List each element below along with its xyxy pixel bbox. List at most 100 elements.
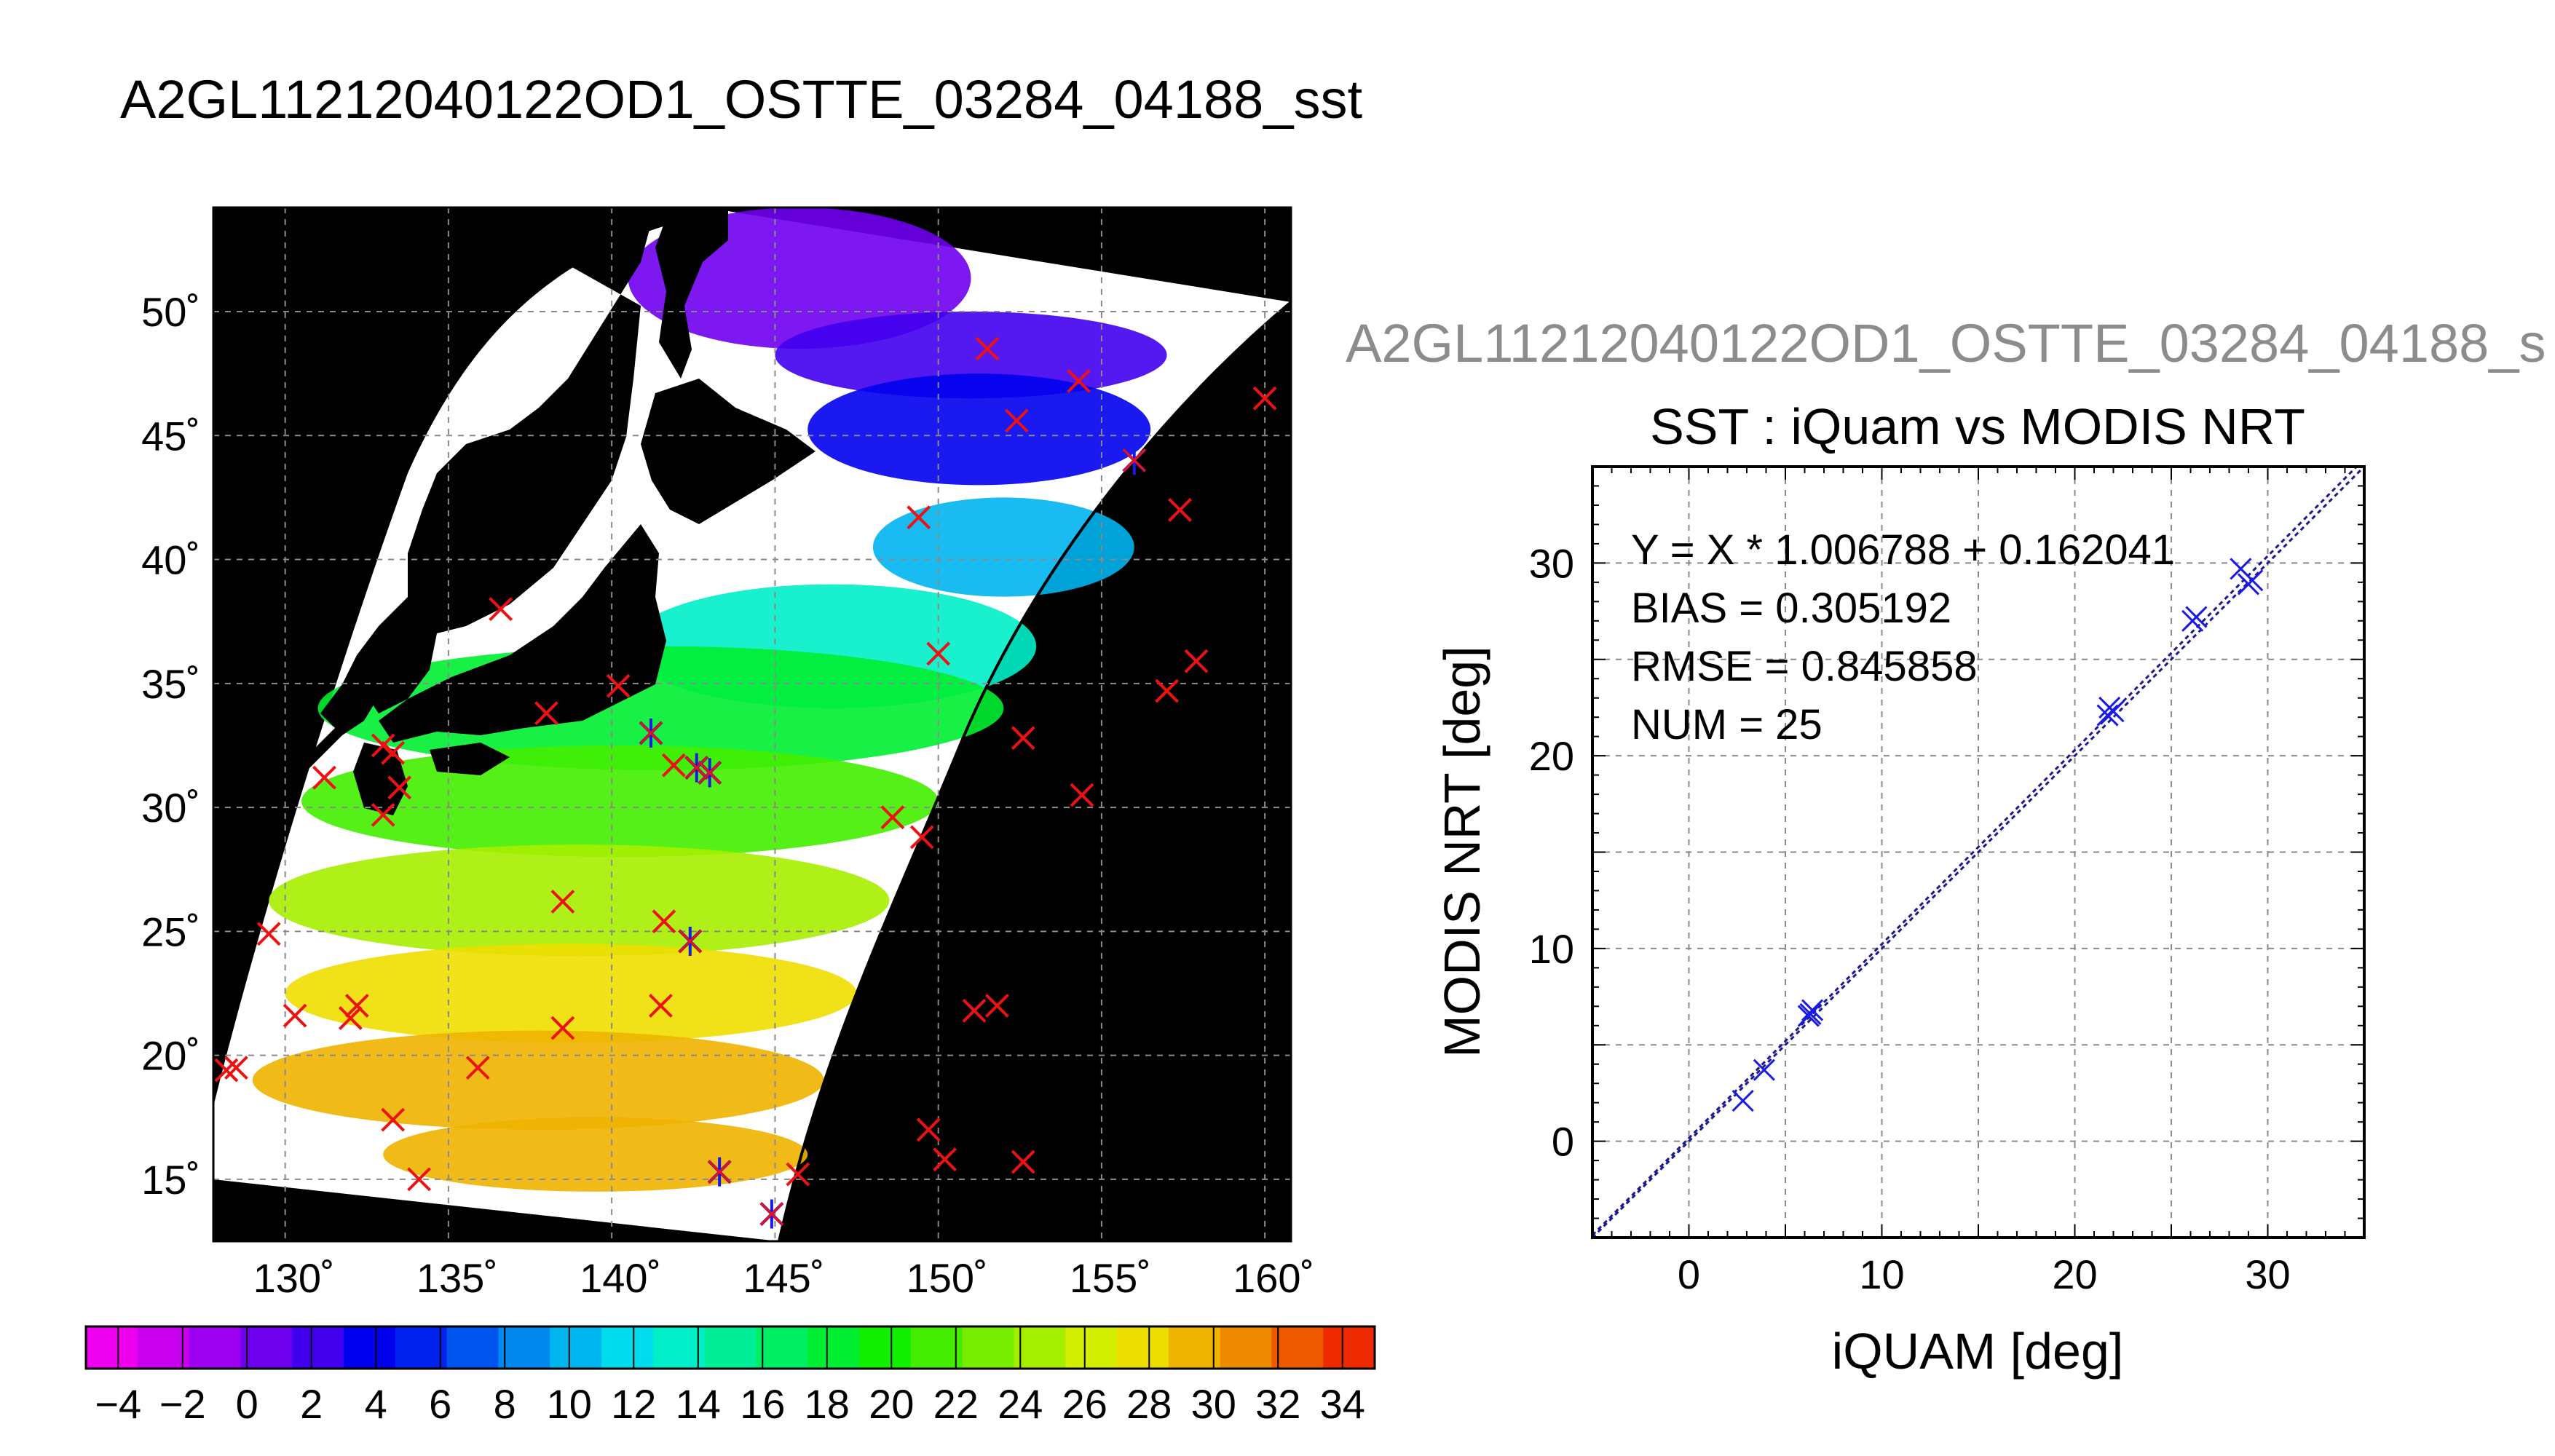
map-match-marker: [550, 890, 575, 914]
map-match-marker: [606, 673, 631, 698]
map-highlight-overlay: [759, 1202, 783, 1226]
scatter-y-tick-label: 10: [1529, 926, 1574, 972]
map-match-marker: [371, 802, 395, 827]
map-match-marker: [1168, 498, 1192, 522]
scatter-y-tick-label: 20: [1529, 733, 1574, 779]
map-lat-labels: 50˚ 45˚ 40˚ 35˚ 30˚ 25˚ 20˚ 15˚: [141, 289, 200, 1203]
scatter-grid: [1592, 467, 2364, 1238]
map-match-marker: [649, 994, 673, 1018]
land-masses: [291, 207, 816, 815]
scatter-stat-line: RMSE = 0.845858: [1631, 643, 1978, 690]
map-highlight-overlay: [708, 1160, 732, 1184]
colorbar-cell: [1323, 1326, 1375, 1369]
sst-region: [807, 373, 1151, 486]
map-match-marker: [1252, 386, 1277, 411]
colorbar-cell: [292, 1326, 344, 1369]
colorbar-cell: [240, 1326, 293, 1369]
map-match-marker: [1011, 726, 1035, 751]
colorbar-tick-label: −4: [95, 1381, 141, 1427]
map-frame: [212, 206, 1292, 1243]
map-match-marker: [984, 994, 1009, 1018]
colorbar-cell: [446, 1326, 499, 1369]
map-match-marker: [534, 701, 558, 726]
map-lon-label: 135˚: [416, 1255, 498, 1301]
map-match-marker: [381, 1107, 406, 1132]
colorbar-tick-label: 34: [1320, 1381, 1365, 1427]
map-lat-label: 15˚: [141, 1157, 200, 1203]
colorbar-tick-label: 0: [236, 1381, 258, 1427]
sst-region: [775, 312, 1167, 399]
main-title: A2GL11212040122OD1_OSTTE_03284_04188_sst: [120, 69, 1362, 130]
map-match-marker: [381, 740, 406, 765]
colorbar-cell: [395, 1326, 448, 1369]
scatter-point: [1799, 1002, 1822, 1025]
colorbar-tick-label: 30: [1191, 1381, 1236, 1427]
map-match-marker: [907, 505, 931, 530]
scatter-y-tick-label: 0: [1552, 1119, 1574, 1165]
colorbar-cell: [601, 1326, 654, 1369]
map-lon-label: 130˚: [253, 1255, 335, 1301]
colorbar-cell: [344, 1326, 396, 1369]
map-match-marker: [962, 998, 987, 1023]
map-match-marker: [214, 1058, 239, 1083]
map-match-marker: [465, 1056, 490, 1080]
colorbar-tick-label: 22: [933, 1381, 979, 1427]
land-sakhalin: [655, 207, 728, 379]
colorbar-tick-label: 26: [1062, 1381, 1107, 1427]
map-match-marker: [786, 1162, 810, 1187]
colorbar-cell: [704, 1326, 757, 1369]
colorbar-cell: [859, 1326, 912, 1369]
scatter-xlabel: iQUAM [deg]: [1832, 1323, 2124, 1380]
map-match-marker: [407, 1167, 431, 1192]
colorbar-cell: [652, 1326, 706, 1369]
map-lon-label: 145˚: [743, 1255, 824, 1301]
map-match-marker: [550, 1016, 575, 1040]
colorbar-tick-label: 32: [1255, 1381, 1300, 1427]
land-hokkaido: [641, 379, 816, 524]
map-match-marker: [371, 733, 395, 758]
colorbar-cell: [86, 1326, 138, 1369]
scatter-point: [1731, 1089, 1754, 1112]
colorbar-tick-label: 24: [998, 1381, 1043, 1427]
colorbar-cell: [189, 1326, 241, 1369]
map-lat-label: 25˚: [141, 909, 200, 954]
colorbar-tick-label: −2: [159, 1381, 206, 1427]
map-match-marker: [283, 1003, 307, 1028]
colorbar-tick-label: 10: [547, 1381, 592, 1427]
map-match-marker: [1155, 678, 1179, 703]
colorbar: −4 −2 0 2 4 6 8 10 12 14 16 18 20 22 24 26 28 30 32 34: [84, 1325, 1376, 1427]
scatter-point: [2096, 704, 2119, 727]
scatter-stat-line: NUM = 25: [1631, 701, 1823, 748]
land-shikoku: [430, 743, 510, 775]
colorbar-tick-label: 8: [494, 1381, 516, 1427]
land-kyushu: [353, 743, 408, 815]
colorbar-tick-label: 12: [611, 1381, 656, 1427]
map-highlight-overlay: [1122, 448, 1146, 472]
colorbar-cell: [807, 1326, 860, 1369]
scatter-point: [2241, 569, 2264, 592]
map-match-marker: [880, 805, 905, 830]
scatter-point: [1753, 1059, 1775, 1081]
map-lon-label: 140˚: [580, 1255, 661, 1301]
colorbar-tick-label: 6: [429, 1381, 451, 1427]
map-match-marker: [1004, 408, 1029, 433]
scatter-stat-line: Y = X * 1.006788 + 0.162041: [1631, 526, 2175, 574]
map-match-marker: [926, 641, 951, 666]
map-match-marker: [652, 909, 676, 934]
map-match-marker: [1184, 649, 1209, 673]
scatter-point: [2185, 606, 2208, 628]
map-lat-label: 50˚: [141, 289, 200, 335]
sst-region: [269, 844, 890, 957]
map-grid: [213, 207, 1291, 1241]
colorbar-cell: [1117, 1326, 1169, 1369]
map-match-marker: [975, 336, 1000, 361]
map-match-marker: [256, 922, 281, 946]
map-lon-label: 155˚: [1070, 1255, 1151, 1301]
map-match-marker: [344, 994, 369, 1018]
colorbar-cell: [962, 1326, 1014, 1369]
scatter-point: [1801, 999, 1824, 1021]
sst-region: [252, 1030, 824, 1130]
colorbar-cell: [137, 1326, 190, 1369]
map-lat-label: 45˚: [141, 413, 200, 459]
map-match-marker: [933, 1147, 957, 1172]
